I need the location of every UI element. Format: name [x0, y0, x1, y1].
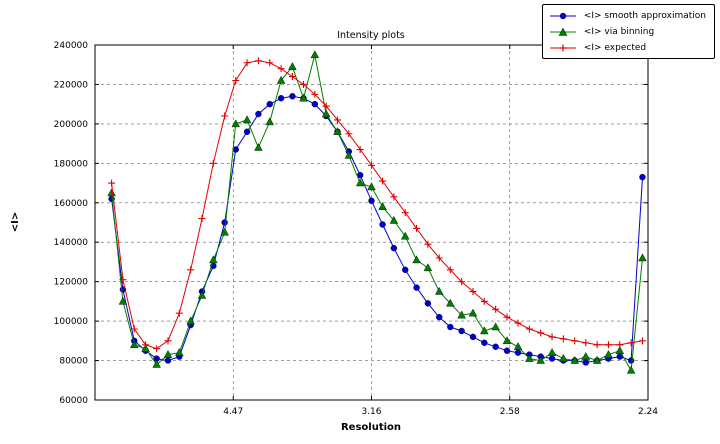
legend-label: <I> expected — [583, 42, 647, 53]
y-tick-label: 180000 — [54, 159, 89, 169]
legend-item: <I> expected — [548, 40, 706, 55]
y-tick-label: 120000 — [54, 278, 89, 288]
legend-item: <I> smooth approximation — [548, 8, 706, 23]
x-tick-label: 3.16 — [361, 407, 381, 417]
legend: <I> smooth approximation <I> via binning… — [541, 4, 715, 59]
triangle-marker-icon — [549, 27, 576, 36]
grid — [95, 44, 649, 401]
y-tick-label: 140000 — [54, 238, 89, 248]
y-tick-labels: 60000 80000 100000 120000 140000 160000 180000… — [54, 41, 89, 406]
x-tick-label: 2.24 — [638, 407, 658, 417]
legend-label: <I> via binning — [583, 26, 655, 37]
series-triangle — [107, 50, 647, 374]
y-tick-label: 220000 — [54, 80, 89, 90]
legend-label: <I> smooth approximation — [583, 10, 706, 21]
x-tick-label: 4.47 — [223, 407, 243, 417]
chart-generated: 4.47 3.16 2.58 2.24 60000 80000 100000 120000 14… — [54, 41, 659, 417]
y-tick-label: 60000 — [59, 396, 88, 406]
axis-ticks — [95, 44, 649, 401]
y-tick-label: 160000 — [54, 199, 89, 209]
y-tick-label: 80000 — [59, 357, 88, 367]
y-tick-label: 100000 — [54, 317, 89, 327]
series-plus — [108, 57, 646, 353]
y-tick-label: 200000 — [54, 120, 89, 130]
y-tick-label: 240000 — [54, 41, 89, 51]
plus-marker-icon — [549, 44, 576, 51]
legend-item: <I> via binning — [548, 24, 706, 39]
circle-marker-icon — [549, 12, 576, 19]
series-circle — [108, 93, 646, 366]
chart-title: Intensity plots — [337, 30, 405, 41]
x-tick-label: 2.58 — [500, 407, 520, 417]
x-axis-label: Resolution — [341, 422, 401, 433]
x-tick-labels: 4.47 3.16 2.58 2.24 — [223, 407, 658, 417]
y-axis-label: <I> — [10, 212, 21, 232]
